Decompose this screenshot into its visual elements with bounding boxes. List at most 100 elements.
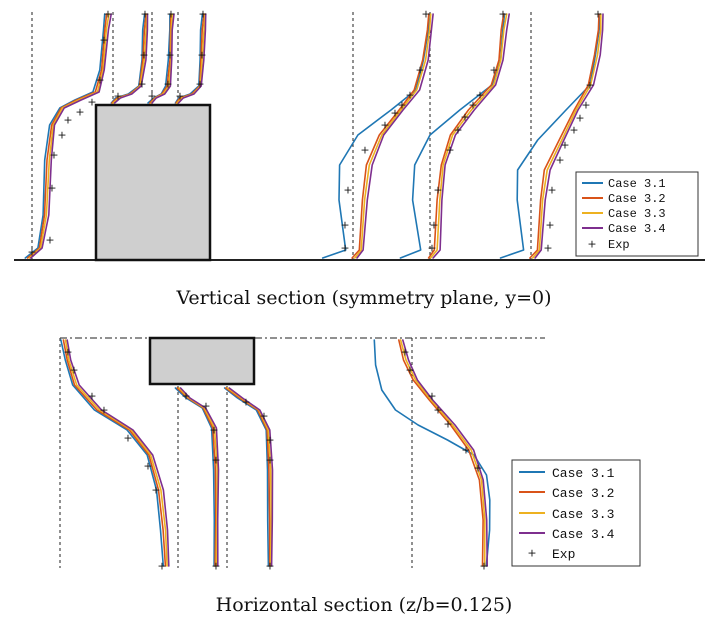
exp-marker: + <box>415 64 424 77</box>
exp-marker: + <box>63 114 72 127</box>
profile-curve-case-4 <box>432 13 510 259</box>
exp-marker: + <box>560 139 569 152</box>
exp-marker: + <box>489 64 498 77</box>
exp-marker: + <box>175 90 184 103</box>
exp-marker: + <box>405 364 414 377</box>
exp-marker: + <box>593 8 602 21</box>
exp-marker: + <box>390 107 399 120</box>
exp-marker: + <box>147 90 156 103</box>
legend-label-case-3-1: Case 3.1 <box>608 177 666 191</box>
profile-curve-case-4 <box>534 13 604 259</box>
profile-curve-case-4 <box>30 13 112 259</box>
exp-marker: + <box>445 144 454 157</box>
exp-marker: + <box>47 182 56 195</box>
legend-top: Case 3.1 Case 3.2 Case 3.3 Case 3.4 + Ex… <box>575 171 699 257</box>
profile-curves-top <box>24 13 604 259</box>
exp-marker: + <box>137 78 146 91</box>
exp-marker: + <box>103 8 112 21</box>
exp-marker: + <box>555 154 564 167</box>
exp-marker: + <box>197 49 206 62</box>
exp-marker: + <box>259 410 268 423</box>
exp-marker: + <box>473 462 482 475</box>
exp-marker: + <box>49 149 58 162</box>
exp-marker: + <box>433 404 442 417</box>
exp-marker: + <box>27 246 36 259</box>
exp-marker: + <box>140 8 149 21</box>
legend-label-case-3-2: Case 3.2 <box>552 486 614 501</box>
exp-marker: + <box>143 460 152 473</box>
exp-marker: + <box>427 242 436 255</box>
exp-marker: + <box>479 560 488 573</box>
legend-label-case-3-1: Case 3.1 <box>552 466 615 481</box>
exp-marker: + <box>95 74 104 87</box>
profile-curve-case-1 <box>373 339 491 567</box>
exp-marker: + <box>547 184 556 197</box>
obstacle-block <box>94 103 212 262</box>
profile-curve-case-2 <box>427 13 505 259</box>
exp-marker: + <box>123 432 132 445</box>
profile-curve-case-2 <box>529 13 600 259</box>
profile-curve-case-1 <box>24 13 106 259</box>
exp-marker: + <box>63 346 72 359</box>
legend-label-case-3-4: Case 3.4 <box>552 527 615 542</box>
exp-marker: + <box>340 242 349 255</box>
exp-marker: + <box>166 8 175 21</box>
exp-marker: + <box>75 106 84 119</box>
legend-label-case-3-3: Case 3.3 <box>552 507 614 522</box>
exp-marker: + <box>265 454 274 467</box>
legend-label-exp: Exp <box>552 547 575 562</box>
exp-marker: + <box>343 184 352 197</box>
horizontal-section-panel: ++++++++++++++++++++++++++ Case 3.1 Case… <box>59 336 641 616</box>
exp-marker: + <box>195 78 204 91</box>
exp-marker: + <box>163 78 172 91</box>
exp-marker: + <box>201 400 210 413</box>
exp-marker: + <box>380 119 389 132</box>
profile-curve-case-2 <box>26 13 108 259</box>
profile-curves-bottom <box>60 339 491 567</box>
exp-marker: + <box>99 34 108 47</box>
exp-marker: + <box>151 484 160 497</box>
exp-marker: + <box>427 390 436 403</box>
legend-label-case-3-3: Case 3.3 <box>608 207 666 221</box>
exp-marker: + <box>461 444 470 457</box>
exp-marker: + <box>360 144 369 157</box>
profile-curve-case-2 <box>176 387 217 567</box>
profile-curve-case-3 <box>429 13 508 259</box>
exp-marker: + <box>340 219 349 232</box>
exp-marker: + <box>429 219 438 232</box>
profile-curve-case-4 <box>113 13 149 104</box>
exp-marker: + <box>468 99 477 112</box>
exp-marker: + <box>581 99 590 112</box>
legend-bottom: Case 3.1 Case 3.2 Case 3.3 Case 3.4 + Ex… <box>511 459 641 567</box>
legend-label-case-3-4: Case 3.4 <box>608 222 666 236</box>
exp-marker: + <box>265 560 274 573</box>
exp-markers-top: ++++++++++++++++++++++++++++++++++++++++… <box>27 8 602 259</box>
exp-marker: + <box>498 8 507 21</box>
obstacle-section <box>148 336 256 386</box>
exp-marker: + <box>575 112 584 125</box>
profile-curve-case-3 <box>354 13 432 259</box>
profile-curve-case-2 <box>225 387 271 567</box>
exp-marker: + <box>585 79 594 92</box>
profile-curve-case-1 <box>174 387 216 567</box>
exp-marker: + <box>443 418 452 431</box>
exp-marker: + <box>211 560 220 573</box>
legend-label-case-3-2: Case 3.2 <box>608 192 666 206</box>
exp-marker: + <box>433 184 442 197</box>
exp-marker: + <box>405 89 414 102</box>
exp-marker: + <box>453 124 462 137</box>
caption-horizontal-section: Horizontal section (z/b=0.125) <box>216 594 513 616</box>
exp-marker: + <box>475 89 484 102</box>
exp-marker: + <box>99 404 108 417</box>
profile-curve-case-3 <box>28 13 110 259</box>
caption-vertical-section: Vertical section (symmetry plane, y=0) <box>175 287 551 309</box>
exp-marker: + <box>139 49 148 62</box>
exp-marker: + <box>57 129 66 142</box>
profile-curve-case-1 <box>60 339 165 567</box>
profile-curve-case-4 <box>402 339 488 567</box>
exp-marker: + <box>209 424 218 437</box>
vertical-section-panel: ++++++++++++++++++++++++++++++++++++++++… <box>14 8 705 309</box>
exp-marker: + <box>87 390 96 403</box>
profile-curve-case-4 <box>228 387 274 567</box>
